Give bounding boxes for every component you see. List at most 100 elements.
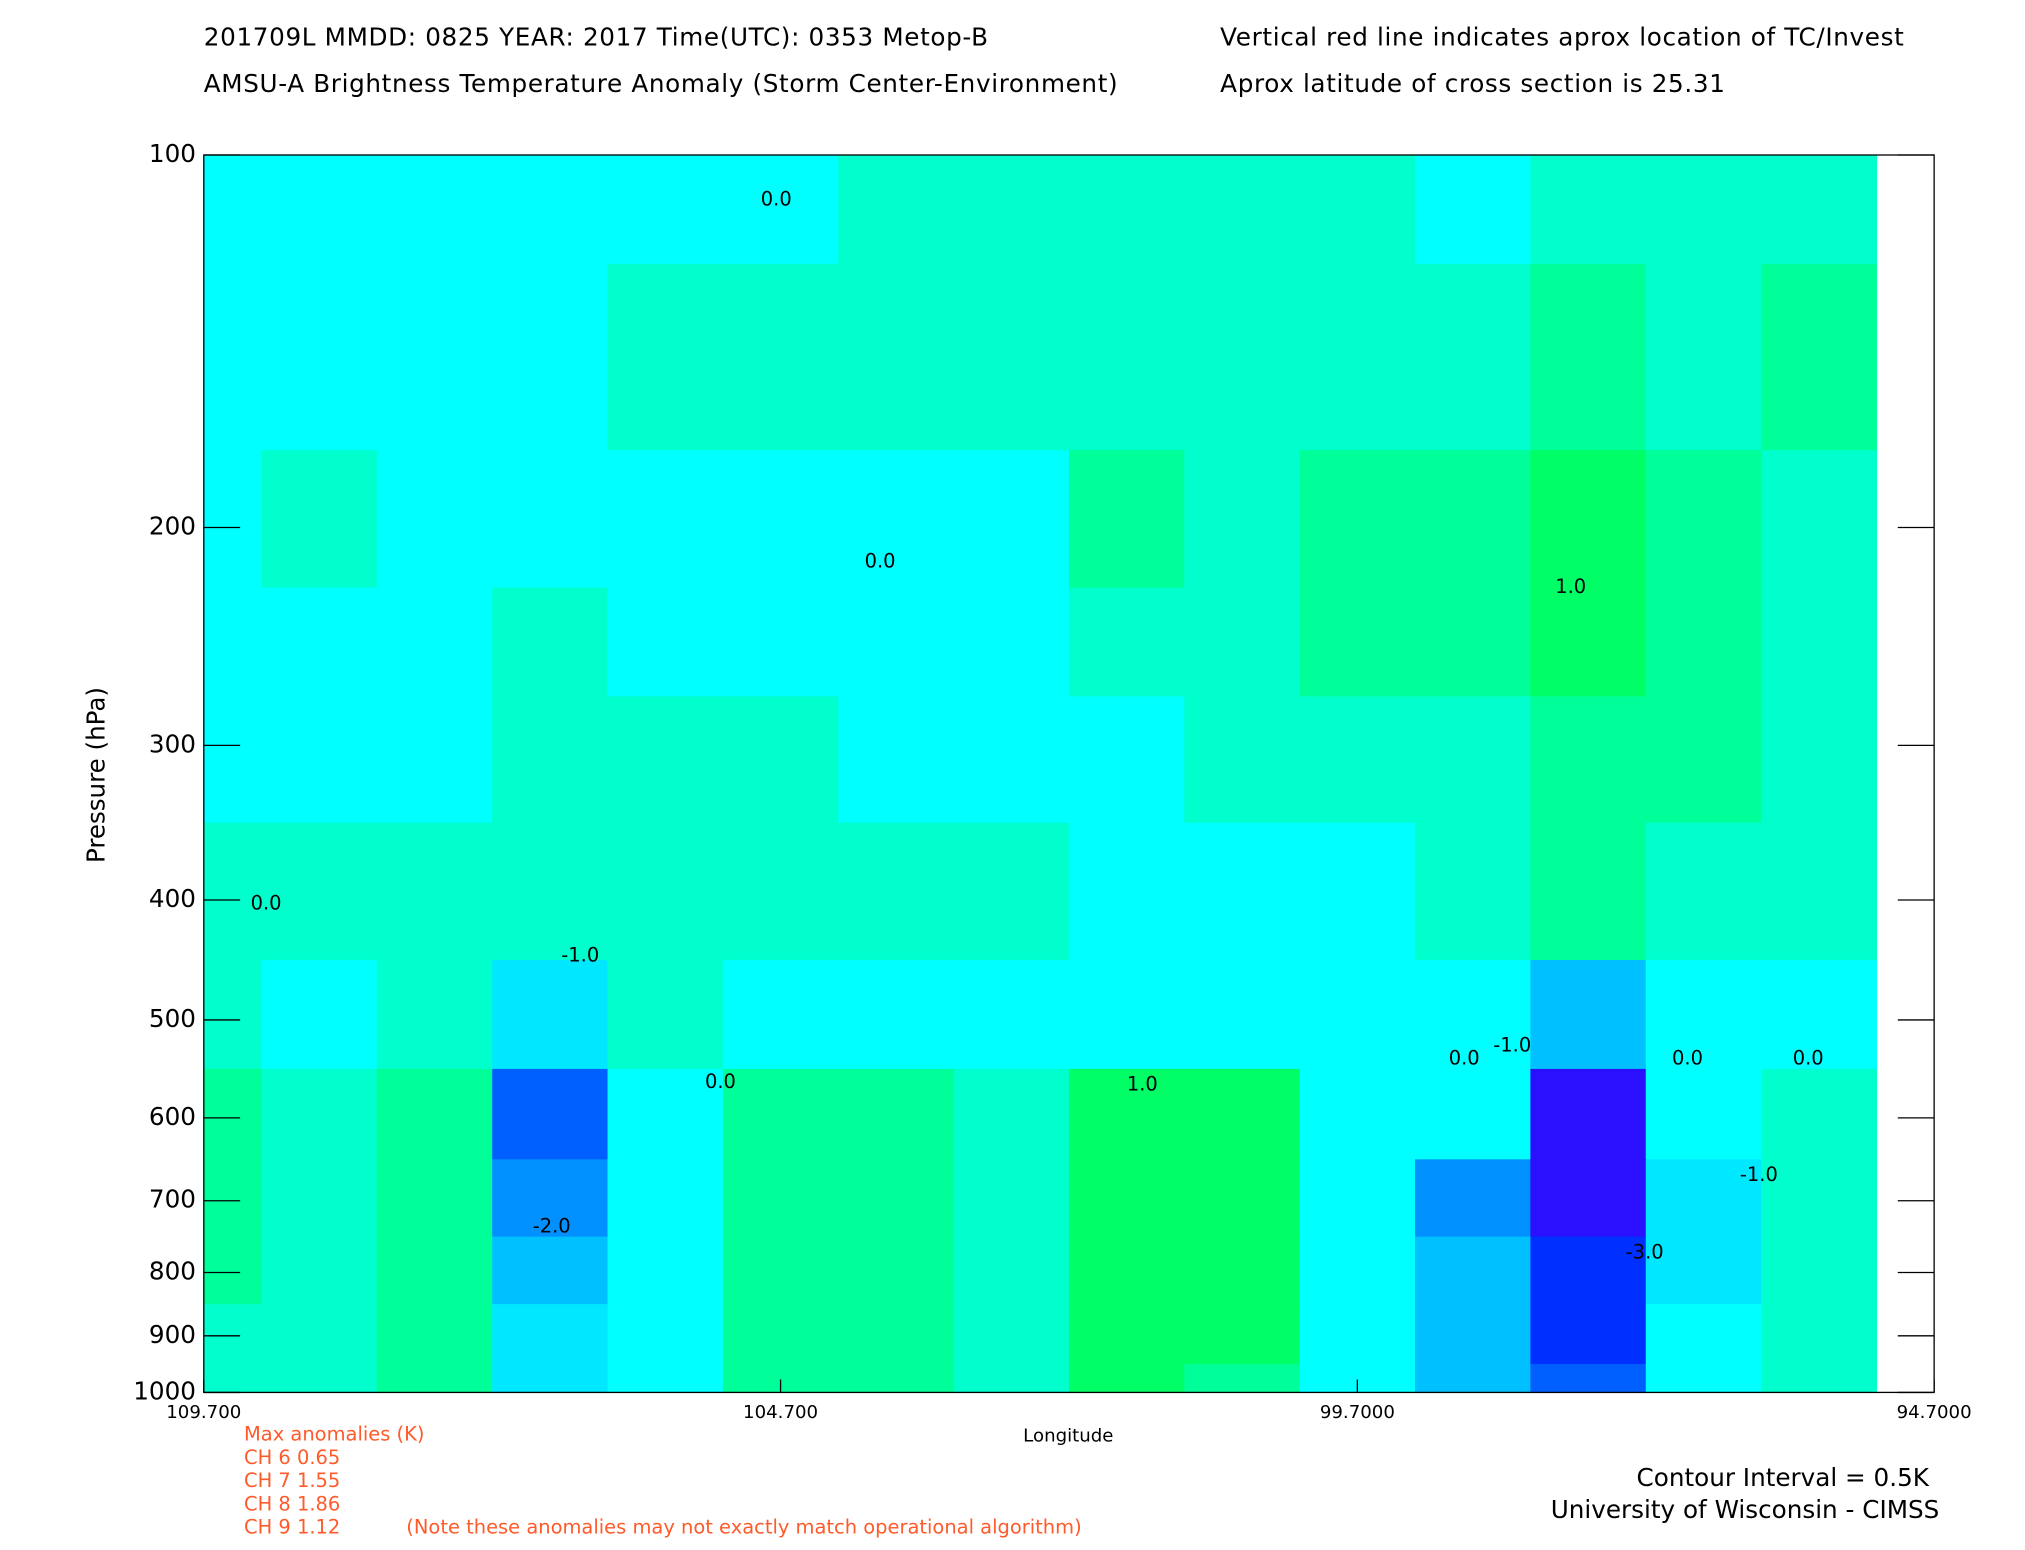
contour-cell xyxy=(838,587,955,698)
contour-cell xyxy=(1761,1068,1878,1160)
contour-cell xyxy=(376,959,493,1070)
contour-cell xyxy=(838,263,955,451)
contour-cell xyxy=(1299,155,1416,265)
contour-cell xyxy=(376,1304,493,1365)
annotation: CH 8 1.86 xyxy=(244,1492,340,1515)
contour-cell xyxy=(1645,1068,1762,1160)
contour-cell xyxy=(1645,1364,1762,1394)
contour-cell xyxy=(607,1364,724,1394)
contour-cell xyxy=(607,1236,724,1305)
chart-subtitle: AMSU-A Brightness Temperature Anomaly (S… xyxy=(204,69,1119,98)
y-tick-label: 200 xyxy=(149,512,196,541)
contour-cell xyxy=(1068,1364,1185,1394)
annotation-note: (Note these anomalies may not exactly ma… xyxy=(406,1516,1081,1539)
x-tick-label: 109.700 xyxy=(166,1402,241,1423)
contour-cell xyxy=(376,822,493,961)
contour-cell xyxy=(1645,696,1762,824)
contour-cell xyxy=(1761,1236,1878,1305)
contour-cell xyxy=(376,263,493,451)
contour-cell xyxy=(953,1304,1070,1365)
contour-cell xyxy=(607,696,724,824)
contour-cell xyxy=(953,263,1070,451)
footer: Contour Interval = 0.5K xyxy=(1637,1463,1930,1492)
contour-cell xyxy=(838,959,955,1070)
x-axis-label: Longitude xyxy=(1023,1425,1113,1446)
contour-cell xyxy=(261,822,378,961)
contour-label: 1.0 xyxy=(1555,575,1586,598)
contour-cell xyxy=(261,1304,378,1365)
contour-cell xyxy=(376,1364,493,1394)
contour-cell xyxy=(203,450,263,589)
contour-cell xyxy=(1645,1236,1762,1305)
contour-cell xyxy=(838,155,955,265)
y-tick-label: 700 xyxy=(149,1185,196,1214)
contour-cell xyxy=(1761,1364,1878,1394)
contour-cell xyxy=(1068,587,1185,698)
contour-cell xyxy=(492,587,609,698)
annotation: CH 9 1.12 xyxy=(244,1516,340,1539)
contour-label: 0.0 xyxy=(761,188,792,211)
contour-cell xyxy=(1415,587,1532,698)
contour-cell xyxy=(1530,1364,1647,1394)
contour-cell xyxy=(1530,450,1647,589)
contour-cell xyxy=(607,587,724,698)
contour-cell xyxy=(1299,450,1416,589)
contour-cell xyxy=(1530,1159,1647,1238)
contour-cell xyxy=(838,1364,955,1394)
contour-label: -1.0 xyxy=(1493,1034,1531,1057)
contour-cell xyxy=(261,450,378,589)
contour-cell xyxy=(1299,263,1416,451)
contour-cell xyxy=(607,959,724,1070)
contour-label: 0.0 xyxy=(251,892,282,915)
contour-field xyxy=(203,155,1878,1394)
y-tick-label: 100 xyxy=(149,139,196,168)
contour-cell xyxy=(1645,155,1762,265)
contour-cell xyxy=(1761,959,1878,1070)
contour-cell xyxy=(1415,1364,1532,1394)
contour-cell xyxy=(261,155,378,265)
contour-cell xyxy=(1184,450,1301,589)
contour-cell xyxy=(376,450,493,589)
y-tick-label: 1000 xyxy=(133,1376,196,1405)
contour-cell xyxy=(1068,696,1185,824)
contour-cell xyxy=(203,587,263,698)
contour-cell xyxy=(261,1364,378,1394)
y-axis-label: Pressure (hPa) xyxy=(81,687,110,863)
contour-cell xyxy=(607,263,724,451)
contour-cell xyxy=(1645,450,1762,589)
contour-cell xyxy=(1530,696,1647,824)
contour-cell xyxy=(1761,1159,1878,1238)
contour-cell xyxy=(376,587,493,698)
contour-cell xyxy=(838,1068,955,1160)
contour-cell xyxy=(203,696,263,824)
contour-cell xyxy=(838,1236,955,1305)
contour-cell xyxy=(1415,263,1532,451)
contour-cell xyxy=(1761,263,1878,451)
contour-cell xyxy=(1415,696,1532,824)
note-right: Aprox latitude of cross section is 25.31 xyxy=(1220,69,1725,98)
contour-cell xyxy=(203,1159,263,1238)
contour-cell xyxy=(722,155,839,265)
contour-cell xyxy=(1068,959,1185,1070)
contour-cell xyxy=(607,155,724,265)
contour-cell xyxy=(607,450,724,589)
y-tick-label: 400 xyxy=(149,884,196,913)
contour-cell xyxy=(492,1068,609,1160)
contour-label: -1.0 xyxy=(1740,1163,1778,1186)
x-tick-label: 104.700 xyxy=(743,1402,818,1423)
contour-cell xyxy=(1530,1304,1647,1365)
contour-cell xyxy=(203,1068,263,1160)
contour-cell xyxy=(1299,1236,1416,1305)
contour-cell xyxy=(376,1236,493,1305)
contour-cell xyxy=(261,587,378,698)
contour-cell xyxy=(1068,1236,1185,1305)
contour-cell xyxy=(607,1159,724,1238)
y-tick-label: 800 xyxy=(149,1257,196,1286)
contour-cell xyxy=(261,1236,378,1305)
contour-cell xyxy=(261,1068,378,1160)
contour-cell xyxy=(838,1304,955,1365)
contour-cell xyxy=(1761,587,1878,698)
contour-label: -3.0 xyxy=(1626,1240,1664,1263)
contour-cell xyxy=(1184,587,1301,698)
contour-cell xyxy=(1184,822,1301,961)
